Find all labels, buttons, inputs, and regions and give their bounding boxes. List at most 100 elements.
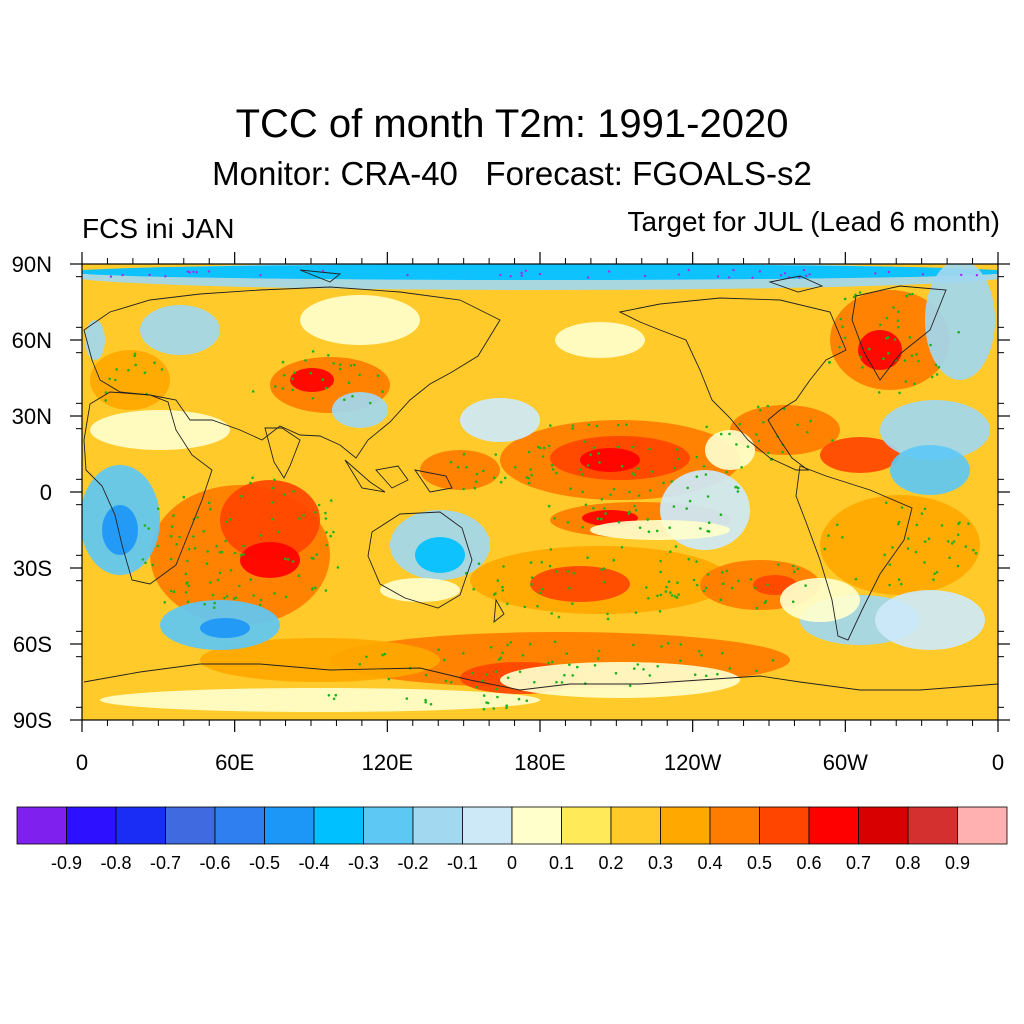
significance-dot <box>494 670 498 673</box>
tcc-contour-blob <box>290 368 334 392</box>
significance-dot <box>634 508 638 512</box>
significance-dot-negative <box>321 269 325 273</box>
significance-dot-negative <box>406 273 409 277</box>
significance-dot <box>755 606 759 610</box>
significance-dot <box>697 650 701 653</box>
significance-dot <box>746 445 750 448</box>
significance-dot <box>892 306 895 309</box>
lat-tick-label: 30N <box>12 404 52 429</box>
significance-dot <box>444 679 448 683</box>
significance-dot <box>827 534 830 537</box>
significance-dot <box>606 617 610 621</box>
significance-dot <box>736 486 740 490</box>
significance-dot <box>547 661 550 665</box>
colorbar-label: -0.9 <box>50 853 83 873</box>
significance-dot <box>571 427 574 430</box>
significance-dot <box>108 377 111 381</box>
lon-tick-label: 60E <box>215 750 254 775</box>
significance-dot-negative <box>109 275 113 278</box>
significance-dot <box>934 363 938 367</box>
lat-tick-label: 30S <box>13 556 52 581</box>
significance-dot <box>695 455 698 459</box>
significance-dot <box>589 453 592 457</box>
tcc-contour-blob <box>415 537 465 573</box>
significance-dot <box>737 579 740 583</box>
significance-dot <box>424 701 428 704</box>
significance-dot <box>679 643 682 646</box>
significance-dot <box>293 371 296 375</box>
significance-dot <box>327 354 330 357</box>
significance-dot <box>521 654 525 657</box>
significance-dot-negative <box>164 275 167 278</box>
significance-dot <box>885 337 888 340</box>
significance-dot <box>721 651 724 655</box>
significance-dot <box>501 585 504 589</box>
significance-dot <box>597 649 601 653</box>
significance-dot <box>553 517 556 520</box>
significance-dot <box>771 659 775 662</box>
significance-dot <box>915 353 918 356</box>
significance-dot <box>143 371 147 375</box>
significance-dot <box>234 596 238 600</box>
plot-subtitle: Monitor: CRA-40 Forecast: FGOALS-s2 <box>212 155 812 192</box>
significance-dot <box>900 582 903 586</box>
significance-dot-negative <box>802 268 806 272</box>
significance-dot <box>667 580 671 583</box>
significance-dot <box>632 643 635 647</box>
significance-dot <box>187 584 190 587</box>
significance-dot <box>310 556 314 560</box>
colorbar-label: 0.6 <box>796 853 822 873</box>
significance-dot <box>673 595 677 598</box>
significance-dot <box>854 577 858 581</box>
significance-dot <box>612 558 616 562</box>
significance-dot <box>315 553 319 556</box>
significance-dot <box>298 517 301 520</box>
significance-dot <box>153 361 156 365</box>
significance-dot <box>218 551 222 554</box>
significance-dot <box>625 423 628 427</box>
significance-dot <box>462 452 466 456</box>
significance-dot <box>557 615 561 619</box>
significance-dot <box>321 378 325 382</box>
significance-dot <box>792 564 795 568</box>
colorbar-swatch <box>759 806 810 845</box>
significance-dot <box>719 598 722 602</box>
colorbar-swatch <box>16 806 67 845</box>
significance-dot <box>338 367 342 371</box>
significance-dot <box>242 544 245 548</box>
significance-dot <box>675 596 679 599</box>
significance-dot <box>831 439 834 442</box>
colorbar-label: -0.2 <box>397 853 429 873</box>
significance-dot <box>273 478 276 482</box>
significance-dot <box>595 424 599 428</box>
significance-dot <box>586 464 590 467</box>
significance-dot <box>503 476 507 480</box>
significance-dot <box>496 695 499 699</box>
significance-dot <box>496 579 500 582</box>
significance-dot <box>636 663 640 666</box>
significance-dot <box>553 640 557 643</box>
significance-dot <box>151 563 155 567</box>
tcc-contour-blob <box>85 320 105 360</box>
significance-dot <box>854 293 857 297</box>
significance-dot <box>927 537 931 540</box>
significance-dot <box>492 707 496 710</box>
significance-dot <box>251 390 255 393</box>
significance-dot <box>669 591 672 594</box>
significance-dot <box>205 562 209 565</box>
significance-dot <box>609 493 612 497</box>
significance-dot <box>449 460 453 464</box>
significance-dot <box>242 553 245 556</box>
significance-dot <box>572 572 575 575</box>
significance-dot <box>759 408 762 412</box>
significance-dot-negative <box>587 276 590 279</box>
significance-dot <box>581 526 584 529</box>
significance-dot <box>172 514 175 517</box>
significance-dot <box>216 578 220 582</box>
significance-dot <box>695 560 698 563</box>
significance-dot <box>325 531 328 534</box>
significance-dot <box>580 473 584 476</box>
significance-dot <box>893 338 897 341</box>
significance-dot <box>636 467 639 470</box>
significance-dot <box>492 476 496 480</box>
